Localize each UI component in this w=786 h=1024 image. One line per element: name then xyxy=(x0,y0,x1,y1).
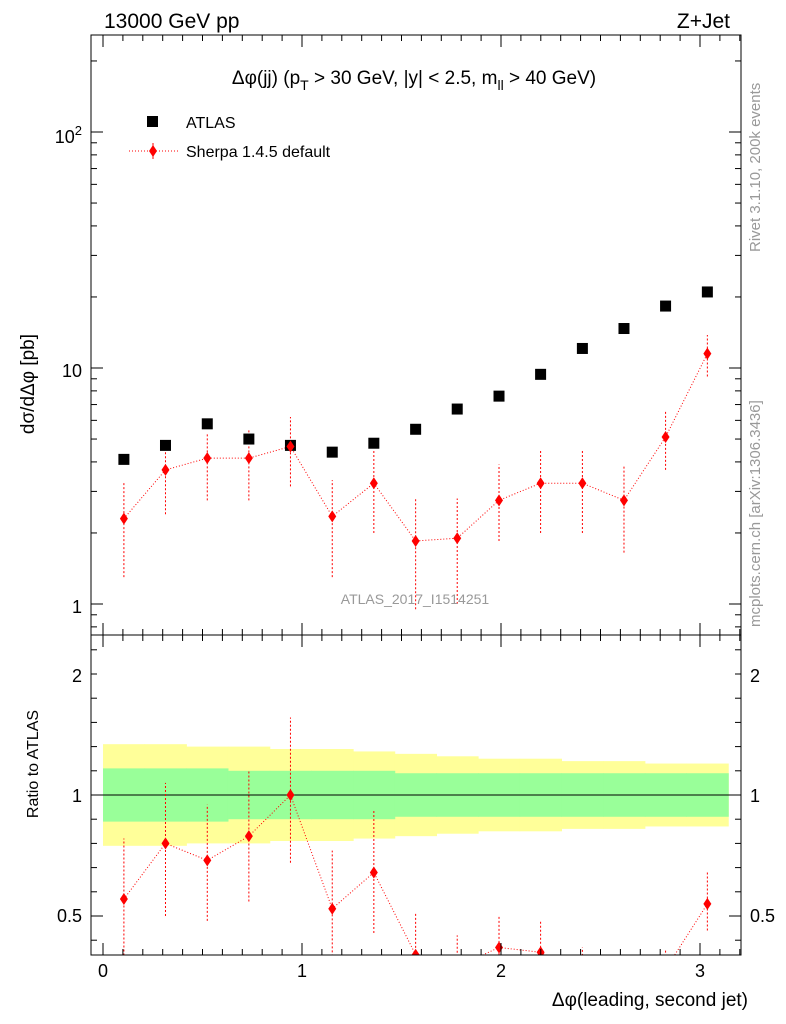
atlas-data-point xyxy=(410,423,422,435)
sherpa-data-point xyxy=(536,477,545,490)
atlas-data-point xyxy=(451,403,463,415)
atlas-data-point xyxy=(535,368,547,380)
sherpa-data-point xyxy=(161,463,170,476)
sherpa-data-point xyxy=(495,494,504,507)
rivet-version-label: Rivet 3.1.10, 200k events xyxy=(747,83,764,252)
ratio-ytick-label-05-right: 0.5 xyxy=(750,906,775,926)
atlas-data-point xyxy=(660,300,672,312)
main-panel-data xyxy=(118,286,713,610)
sherpa-data-point xyxy=(286,440,295,453)
ratio-uncertainty-bands xyxy=(91,744,741,846)
sherpa-data-point xyxy=(661,431,670,444)
ratio-ytick-label-05-left: 0.5 xyxy=(57,906,82,926)
legend-label-atlas: ATLAS xyxy=(186,115,236,132)
atlas-data-point xyxy=(326,446,338,458)
ratio-y-axis-label: Ratio to ATLAS xyxy=(25,710,42,818)
sherpa-data-point xyxy=(619,494,628,507)
x-axis-label: Δφ(leading, second jet) xyxy=(552,990,748,1011)
atlas-data-point xyxy=(576,342,588,354)
atlas-data-point xyxy=(118,453,130,465)
atlas-data-point xyxy=(201,418,213,430)
header-energy-label: 13000 GeV pp xyxy=(104,10,239,33)
ratio-sherpa-point xyxy=(328,902,337,915)
ratio-sherpa-point xyxy=(495,941,504,954)
xtick-label-0: 0 xyxy=(98,961,108,981)
sherpa-data-point xyxy=(411,534,420,547)
sherpa-data-point xyxy=(369,477,378,490)
main-ytick-label-1: 1 xyxy=(72,597,82,617)
ratio-ytick-label-2-left: 2 xyxy=(72,666,82,686)
main-panel-ticks xyxy=(91,35,741,635)
legend-marker-atlas xyxy=(147,116,158,127)
ratio-sherpa-point xyxy=(244,830,253,843)
atlas-data-point xyxy=(159,439,171,451)
sherpa-data-point xyxy=(453,532,462,545)
ratio-sherpa-point xyxy=(411,948,420,955)
ratio-sherpa-point xyxy=(369,866,378,879)
main-ytick-label-10: 10 xyxy=(62,361,82,381)
ratio-ytick-label-1-right: 1 xyxy=(750,786,760,806)
sherpa-data-point xyxy=(703,347,712,360)
ratio-sherpa-point xyxy=(662,963,670,975)
atlas-data-point xyxy=(368,437,380,449)
legend-marker-sherpa xyxy=(149,145,157,157)
ratio-sherpa-point xyxy=(119,893,128,906)
sherpa-data-point xyxy=(119,512,128,525)
ratio-ytick-label-1-left: 1 xyxy=(72,786,82,806)
atlas-data-point xyxy=(701,286,713,298)
ratio-sherpa-point xyxy=(203,854,212,867)
sherpa-data-point xyxy=(203,452,212,465)
analysis-watermark: ATLAS_2017_I1514251 xyxy=(341,591,490,607)
sherpa-data-point xyxy=(578,477,587,490)
xtick-label-2: 2 xyxy=(496,961,506,981)
sherpa-data-point xyxy=(244,452,253,465)
atlas-data-point xyxy=(243,433,255,445)
xtick-label-3: 3 xyxy=(695,961,705,981)
main-plot-title: Δφ(jj) (pT > 30 GeV, |y| < 2.5, mll > 40… xyxy=(232,68,596,93)
atlas-data-point xyxy=(618,323,630,335)
legend-label-sherpa: Sherpa 1.4.5 default xyxy=(186,144,331,161)
atlas-data-point xyxy=(493,390,505,402)
main-y-axis-label: dσ/dΔφ [pb] xyxy=(18,334,39,434)
ratio-sherpa-point xyxy=(453,961,461,973)
ratio-ytick-label-2-right: 2 xyxy=(750,666,760,686)
mcplots-label: mcplots.cern.ch [arXiv:1306.3436] xyxy=(747,400,764,627)
ratio-sherpa-point xyxy=(161,837,170,850)
main-ytick-label-100: 102 xyxy=(55,123,82,147)
legend: ATLAS Sherpa 1.4.5 default xyxy=(129,115,331,161)
sherpa-data-point xyxy=(328,510,337,523)
ratio-sherpa-point xyxy=(578,966,586,978)
ratio-sherpa-point xyxy=(703,897,712,910)
ratio-panel-ticks xyxy=(91,635,741,955)
xtick-label-1: 1 xyxy=(297,961,307,981)
header-process-label: Z+Jet xyxy=(677,10,730,33)
ratio-sherpa-point xyxy=(286,789,295,801)
